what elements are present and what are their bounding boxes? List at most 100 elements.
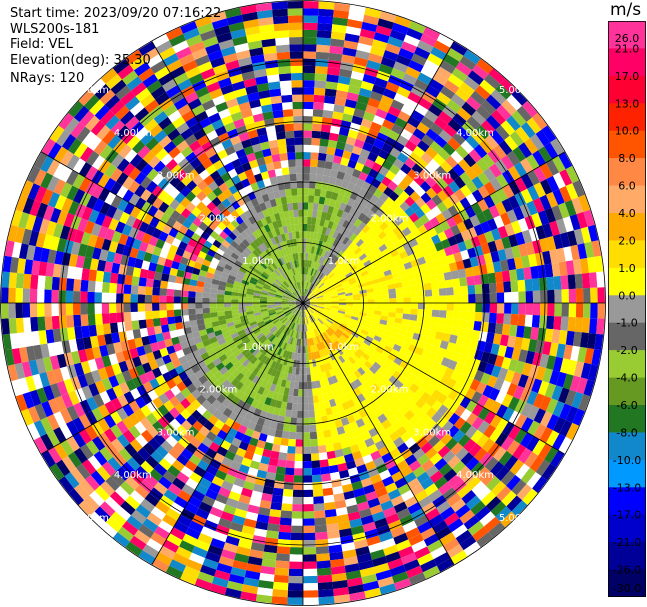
range-gate (61, 455, 77, 473)
range-gate (403, 559, 420, 572)
range-gate (351, 254, 359, 263)
range-gate (113, 341, 123, 354)
range-gate (570, 345, 580, 362)
range-gate (288, 210, 294, 218)
range-gate (414, 78, 429, 92)
range-gate (313, 232, 318, 240)
range-gate (239, 384, 249, 394)
range-gate (109, 491, 125, 507)
range-gate (594, 255, 604, 273)
range-gate (377, 182, 388, 193)
range-gate (429, 216, 440, 228)
range-gate (431, 182, 443, 195)
range-gate (201, 495, 216, 507)
range-gate (94, 380, 106, 394)
range-gate (66, 185, 79, 201)
range-gate (390, 331, 399, 340)
range-gate (511, 89, 528, 106)
range-gate (314, 224, 320, 233)
range-gate (303, 137, 312, 145)
range-gate (352, 63, 367, 74)
range-gate (447, 474, 462, 488)
range-gate (414, 387, 426, 398)
range-gate (472, 64, 489, 80)
range-gate (130, 311, 139, 321)
range-gate (126, 515, 143, 530)
range-gate (510, 280, 519, 293)
range-gate (127, 256, 137, 268)
range-gate (360, 303, 368, 307)
range-gate (342, 236, 350, 245)
range-gate (388, 221, 398, 231)
range-gate (303, 468, 312, 476)
range-gate (51, 315, 60, 330)
range-gate (445, 437, 458, 451)
range-gate (72, 291, 81, 303)
range-gate (389, 431, 401, 442)
range-gate (359, 28, 376, 40)
range-gate (208, 180, 219, 192)
range-gate (289, 173, 297, 182)
range-gate (238, 132, 250, 142)
range-gate (138, 241, 149, 252)
range-gate (176, 471, 190, 484)
range-gate (565, 330, 575, 346)
range-gate (423, 164, 436, 176)
range-gate (245, 361, 254, 371)
range-gate (489, 163, 502, 178)
range-gate (448, 262, 458, 272)
range-gate (317, 357, 323, 366)
range-gate (289, 261, 294, 269)
range-gate (430, 251, 440, 261)
range-gate (399, 211, 410, 222)
range-gate (450, 224, 461, 236)
range-gate (386, 320, 395, 328)
range-gate (484, 230, 495, 243)
range-gate (411, 540, 427, 553)
range-gate (383, 269, 392, 277)
range-gate (173, 296, 181, 303)
range-gate (389, 404, 400, 415)
range-gate (259, 395, 267, 404)
range-gate (125, 214, 137, 227)
range-gate (312, 210, 318, 218)
range-gate (329, 169, 339, 178)
range-gate (565, 183, 579, 200)
range-gate (328, 262, 335, 270)
range-gate (491, 228, 502, 241)
range-gate (253, 408, 262, 418)
range-gate (144, 474, 159, 488)
range-gate (316, 567, 332, 576)
range-gate (547, 289, 555, 303)
range-gate (384, 239, 394, 249)
range-gate (278, 313, 285, 319)
range-gate (368, 53, 383, 64)
range-gate (213, 452, 225, 464)
range-gate (381, 289, 389, 295)
range-gate (459, 509, 475, 525)
range-gate (315, 51, 330, 60)
range-gate (314, 517, 327, 526)
range-gate (200, 264, 209, 272)
range-gate (252, 375, 260, 384)
range-gate (350, 285, 359, 290)
range-gate (481, 120, 496, 135)
range-gate (101, 377, 113, 391)
range-gate (457, 327, 467, 338)
range-gate (223, 162, 235, 173)
range-gate (122, 403, 135, 417)
range-gate (546, 175, 560, 192)
range-gate (11, 379, 23, 397)
range-gate (396, 303, 404, 309)
range-gate (475, 303, 483, 313)
range-gate (183, 565, 200, 579)
range-gate (276, 393, 284, 402)
range-gate (303, 540, 316, 548)
range-gate (205, 447, 217, 459)
range-gate (345, 305, 354, 309)
range-gate (367, 252, 376, 260)
range-gate (130, 387, 142, 401)
range-gate (150, 532, 167, 546)
range-gate (341, 113, 354, 123)
range-gate (240, 108, 253, 119)
